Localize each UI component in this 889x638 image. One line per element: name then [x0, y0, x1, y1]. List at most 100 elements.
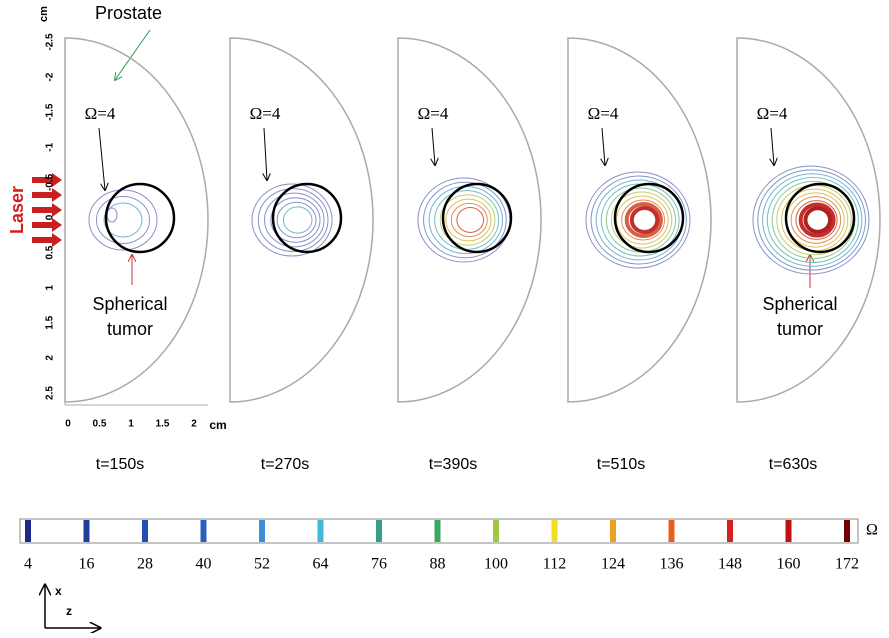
- prostate-outline: [736, 37, 881, 403]
- colorbar-swatch: [83, 520, 90, 542]
- z-axis-label: z: [66, 604, 72, 618]
- colorbar-swatch: [493, 520, 499, 542]
- time-label: t=390s: [429, 456, 477, 473]
- contour: [752, 165, 870, 275]
- contour: [423, 181, 507, 259]
- y-tick-label: -0.5: [45, 173, 56, 191]
- y-tick-label: 0.5: [45, 245, 56, 259]
- contour: [257, 188, 329, 252]
- contour: [439, 194, 496, 246]
- omega-label: Ω=4: [757, 104, 788, 123]
- time-label: t=630s: [769, 456, 817, 473]
- contour: [610, 191, 673, 249]
- colorbar-tick-label: 88: [430, 556, 446, 573]
- y-tick-label: -1.5: [45, 103, 56, 121]
- contour: [456, 207, 485, 233]
- colorbar-tick-label: 124: [601, 556, 625, 573]
- colorbar-swatch: [668, 520, 675, 542]
- omega-arrow: [771, 127, 774, 165]
- colorbar-symbol: Ω: [866, 522, 878, 539]
- contour: [88, 189, 158, 251]
- prostate-outline: [567, 37, 712, 403]
- tumor-label: Spherical: [92, 294, 167, 314]
- laser-arrow: [32, 218, 62, 232]
- contour: [103, 202, 143, 238]
- colorbar-tick-label: 148: [718, 556, 742, 573]
- laser-arrow: [32, 203, 62, 217]
- contour: [585, 171, 691, 269]
- omega-label: Ω=4: [85, 104, 116, 123]
- y-tick-label: 1.5: [45, 315, 56, 329]
- tumor-label: tumor: [777, 319, 823, 339]
- contour: [264, 192, 325, 248]
- colorbar-swatch: [376, 520, 382, 542]
- omega-label: Ω=4: [418, 104, 449, 123]
- tumor-label: Spherical: [762, 294, 837, 314]
- x-tick-label: 2: [191, 419, 197, 430]
- laser-arrows: [32, 173, 62, 247]
- prostate-arrow: [115, 29, 151, 80]
- tumor: [441, 182, 513, 254]
- contour: [282, 206, 313, 234]
- colorbar-swatch: [317, 520, 324, 542]
- prostate-outline: [64, 37, 209, 403]
- y-tick-label: -2: [45, 72, 56, 81]
- colorbar-tick-label: 136: [660, 556, 684, 573]
- contour: [624, 202, 663, 238]
- contour: [445, 198, 492, 242]
- colorbar-swatch: [727, 520, 733, 542]
- prostate-label: Prostate: [95, 3, 162, 23]
- contour: [798, 202, 836, 238]
- contour: [629, 206, 660, 234]
- colorbar-swatch: [25, 520, 31, 542]
- laser-arrow: [32, 233, 62, 247]
- contour: [803, 206, 833, 234]
- colorbar-tick-label: 4: [24, 556, 32, 573]
- time-label: t=510s: [597, 456, 645, 473]
- contour: [795, 200, 838, 240]
- contour: [590, 175, 687, 265]
- contour: [106, 207, 118, 223]
- y-tick-label: 2.5: [45, 386, 56, 400]
- contour: [276, 201, 317, 239]
- x-unit: cm: [209, 418, 226, 432]
- x-axis-label: x: [55, 584, 62, 598]
- x-tick-label: 0: [65, 419, 71, 430]
- y-tick-label: 1: [45, 284, 56, 290]
- colorbar-swatch: [785, 520, 792, 542]
- colorbar-tick-label: 40: [196, 556, 212, 573]
- colorbar-tick-label: 172: [835, 556, 859, 573]
- colorbar-tick-label: 64: [313, 556, 329, 573]
- x-tick-label: 1: [128, 419, 134, 430]
- contour: [766, 177, 859, 263]
- omega-label: Ω=4: [250, 104, 281, 123]
- tumor-label: tumor: [107, 319, 153, 339]
- y-tick-label: -1: [45, 142, 56, 151]
- laser-arrow: [32, 188, 62, 202]
- colorbar-swatch: [551, 520, 558, 542]
- colorbar-tick-label: 16: [79, 556, 95, 573]
- y-tick-label: -2.5: [45, 33, 56, 51]
- colorbar-swatch: [200, 520, 207, 542]
- contour: [270, 197, 321, 243]
- time-label: t=150s: [96, 456, 144, 473]
- omega-arrow: [98, 127, 105, 190]
- y-tick-label: 0: [45, 214, 56, 220]
- colorbar-tick-label: 76: [371, 556, 387, 573]
- colorbar-tick-label: 52: [254, 556, 270, 573]
- y-tick-label: 2: [45, 355, 56, 361]
- contour: [762, 173, 863, 267]
- omega-arrow: [432, 127, 435, 165]
- omega-label: Ω=4: [588, 104, 619, 123]
- contour: [621, 199, 666, 241]
- time-label: t=270s: [261, 456, 309, 473]
- tumor: [613, 182, 685, 254]
- colorbar-swatch: [142, 520, 148, 542]
- colorbar-swatch: [844, 520, 850, 542]
- tumor: [784, 182, 856, 254]
- contour: [757, 169, 866, 271]
- omega-arrow: [264, 127, 267, 180]
- colorbar-tick-label: 160: [777, 556, 801, 573]
- prostate-outline: [397, 37, 542, 403]
